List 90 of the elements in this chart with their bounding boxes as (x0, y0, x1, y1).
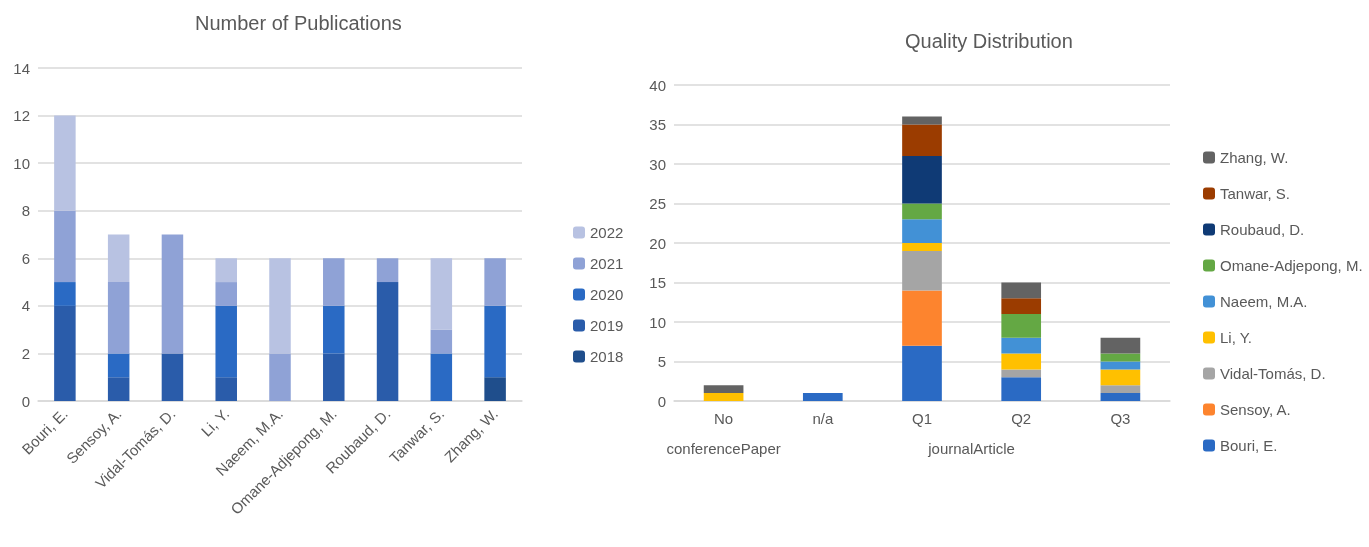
bar (703, 393, 744, 401)
bar (54, 282, 76, 306)
bar (902, 219, 942, 243)
legend-label: Zhang, W. (1220, 149, 1289, 166)
bar (802, 393, 843, 401)
bar (215, 377, 237, 401)
y-tick-label: 10 (13, 154, 30, 172)
y-tick-label: 0 (657, 392, 666, 410)
bar (430, 329, 453, 354)
bar (902, 116, 942, 125)
legend-label: Naeem, M.A. (1220, 293, 1308, 310)
bar (902, 243, 942, 251)
bar (161, 234, 184, 354)
bar (376, 282, 399, 401)
bar (107, 234, 130, 283)
legend-label: Tanwar, S. (1220, 185, 1291, 202)
bar (54, 115, 76, 211)
bar (107, 353, 130, 378)
x-tick-label: No (714, 410, 734, 427)
y-tick-label: 0 (21, 392, 30, 410)
bar (902, 124, 942, 157)
bar (1001, 298, 1042, 315)
legend-label: Vidal-Tomás, D. (1220, 365, 1326, 382)
legend-label: 2018 (590, 348, 624, 365)
bar (902, 250, 942, 291)
y-tick-label: 15 (649, 274, 666, 291)
legend-label: Li, Y. (1220, 329, 1252, 346)
bar (902, 345, 942, 401)
bar (484, 258, 506, 306)
bar (1001, 377, 1042, 401)
bar (902, 156, 942, 204)
bar (54, 305, 76, 401)
bar (1100, 369, 1141, 386)
y-tick-label: 30 (649, 155, 666, 173)
bar (430, 258, 453, 330)
x-tick-label: Li, Y. (197, 404, 233, 440)
bar (1001, 369, 1042, 378)
y-tick-label: 14 (13, 59, 30, 77)
chart-title: Quality Distribution (905, 30, 1073, 52)
bar (323, 353, 345, 401)
legend-label: 2022 (590, 224, 624, 241)
y-tick-label: 35 (649, 116, 666, 133)
y-tick-label: 12 (13, 107, 30, 125)
legend-label: Roubaud, D. (1220, 221, 1305, 238)
y-tick-label: 25 (649, 195, 666, 212)
x-tick-label: Q2 (1011, 410, 1032, 427)
legend-label: 2021 (590, 255, 624, 272)
legend-label: Omane-Adjepong, M. (1220, 257, 1363, 274)
text: conferencePaper (666, 440, 781, 457)
y-tick-label: 20 (649, 234, 666, 252)
bar (1100, 353, 1141, 362)
bar (376, 258, 399, 283)
bar (902, 203, 942, 220)
bar (1100, 337, 1141, 354)
legend-label: 2019 (590, 317, 624, 334)
bar (54, 210, 76, 283)
y-tick-label: 2 (21, 344, 30, 362)
y-tick-label: 5 (657, 353, 666, 370)
bar (107, 282, 130, 354)
x-tick-label: n/a (812, 410, 834, 427)
text: journalArticle (927, 440, 1015, 457)
bar (323, 305, 345, 354)
bar (323, 258, 345, 306)
bar (161, 353, 184, 401)
bar (269, 258, 291, 354)
bar (430, 353, 453, 401)
bar (703, 385, 744, 394)
bar (1001, 282, 1042, 299)
x-tick-label: Q3 (1110, 410, 1131, 427)
bar (484, 377, 506, 401)
y-tick-label: 40 (649, 76, 666, 94)
x-tick-label: Q1 (911, 410, 933, 427)
bar (1100, 393, 1141, 401)
bar (1001, 314, 1042, 338)
bar (215, 258, 237, 283)
legend-label: 2020 (590, 286, 624, 303)
y-tick-label: 4 (21, 297, 30, 315)
y-tick-label: 10 (649, 313, 666, 331)
bar (1100, 385, 1141, 394)
bar (107, 377, 130, 401)
bar (484, 305, 506, 378)
y-tick-label: 8 (21, 202, 30, 220)
chart-title: Number of Publications (195, 12, 402, 34)
bar (1001, 353, 1042, 370)
bar (215, 305, 237, 378)
bar (215, 282, 237, 306)
y-tick-label: 6 (21, 249, 30, 267)
bar (902, 290, 942, 346)
bar (269, 353, 291, 401)
bar (1001, 337, 1042, 354)
